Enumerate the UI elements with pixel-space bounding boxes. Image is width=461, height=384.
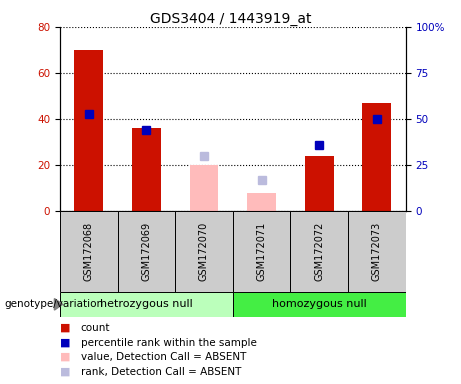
Bar bbox=[60, 292, 233, 317]
Text: ■: ■ bbox=[60, 323, 71, 333]
Bar bbox=[362, 103, 391, 211]
Text: rank, Detection Call = ABSENT: rank, Detection Call = ABSENT bbox=[81, 367, 241, 377]
Text: genotype/variation: genotype/variation bbox=[5, 299, 104, 310]
Bar bbox=[74, 50, 103, 211]
Bar bbox=[233, 211, 290, 292]
Text: GSM172070: GSM172070 bbox=[199, 222, 209, 281]
Bar bbox=[118, 211, 175, 292]
Bar bbox=[247, 193, 276, 211]
Text: GSM172071: GSM172071 bbox=[257, 222, 266, 281]
Text: value, Detection Call = ABSENT: value, Detection Call = ABSENT bbox=[81, 352, 246, 362]
Text: GDS3404 / 1443919_at: GDS3404 / 1443919_at bbox=[150, 12, 311, 25]
Text: GSM172068: GSM172068 bbox=[84, 222, 94, 281]
Bar bbox=[175, 211, 233, 292]
Bar bbox=[233, 292, 406, 317]
Bar bbox=[290, 211, 348, 292]
Bar bbox=[132, 128, 161, 211]
Text: hetrozygous null: hetrozygous null bbox=[100, 299, 193, 310]
Bar bbox=[60, 211, 118, 292]
Text: GSM172069: GSM172069 bbox=[142, 222, 151, 281]
Polygon shape bbox=[54, 299, 63, 310]
Text: GSM172073: GSM172073 bbox=[372, 222, 382, 281]
Bar bbox=[305, 156, 334, 211]
Text: ■: ■ bbox=[60, 338, 71, 348]
Text: percentile rank within the sample: percentile rank within the sample bbox=[81, 338, 257, 348]
Text: GSM172072: GSM172072 bbox=[314, 222, 324, 281]
Bar bbox=[189, 165, 219, 211]
Text: homozygous null: homozygous null bbox=[272, 299, 366, 310]
Bar bbox=[348, 211, 406, 292]
Text: count: count bbox=[81, 323, 110, 333]
Text: ■: ■ bbox=[60, 367, 71, 377]
Text: ■: ■ bbox=[60, 352, 71, 362]
